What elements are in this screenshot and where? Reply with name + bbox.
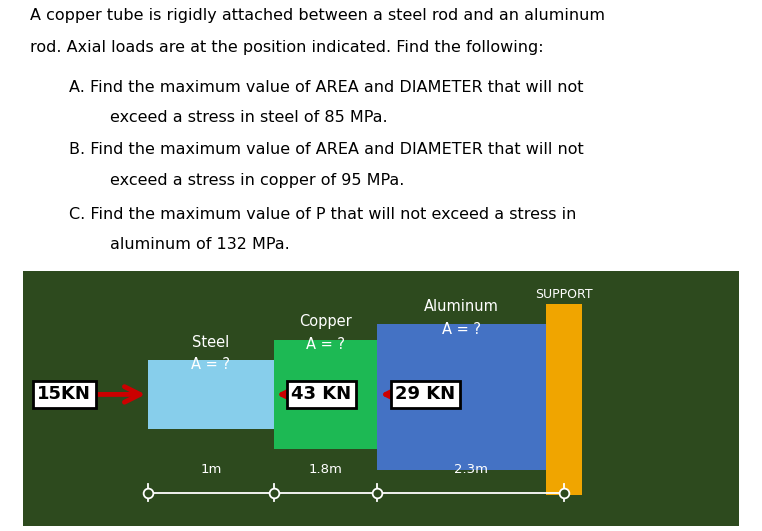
Text: 1.8m: 1.8m	[309, 463, 342, 476]
Bar	[546, 304, 581, 495]
Text: rod. Axial loads are at the position indicated. Find the following:: rod. Axial loads are at the position ind…	[30, 40, 544, 55]
Text: C. Find the maximum value of P that will not exceed a stress in: C. Find the maximum value of P that will…	[69, 207, 576, 222]
Text: A copper tube is rigidly attached between a steel rod and an aluminum: A copper tube is rigidly attached betwee…	[30, 8, 606, 23]
Text: SUPPORT: SUPPORT	[535, 288, 593, 302]
Text: 2.3m: 2.3m	[453, 463, 488, 476]
Text: 1m: 1m	[200, 463, 222, 476]
Text: Copper: Copper	[299, 314, 352, 329]
Text: A = ?: A = ?	[442, 322, 481, 337]
Text: 29 KN: 29 KN	[395, 386, 456, 404]
Text: A = ?: A = ?	[191, 357, 230, 372]
Text: exceed a stress in copper of 95 MPa.: exceed a stress in copper of 95 MPa.	[110, 173, 405, 187]
Text: 15KN: 15KN	[37, 386, 91, 404]
Text: aluminum of 132 MPa.: aluminum of 132 MPa.	[110, 237, 290, 252]
Bar	[377, 324, 546, 469]
Text: A = ?: A = ?	[306, 337, 345, 352]
Text: Steel: Steel	[192, 335, 229, 350]
Text: B. Find the maximum value of AREA and DIAMETER that will not: B. Find the maximum value of AREA and DI…	[69, 142, 584, 157]
Text: exceed a stress in steel of 85 MPa.: exceed a stress in steel of 85 MPa.	[110, 110, 388, 125]
Text: 43 KN: 43 KN	[292, 386, 351, 404]
Text: A. Find the maximum value of AREA and DIAMETER that will not: A. Find the maximum value of AREA and DI…	[69, 80, 583, 95]
Bar	[274, 340, 377, 449]
Text: Aluminum: Aluminum	[424, 299, 499, 314]
Bar	[148, 360, 274, 429]
